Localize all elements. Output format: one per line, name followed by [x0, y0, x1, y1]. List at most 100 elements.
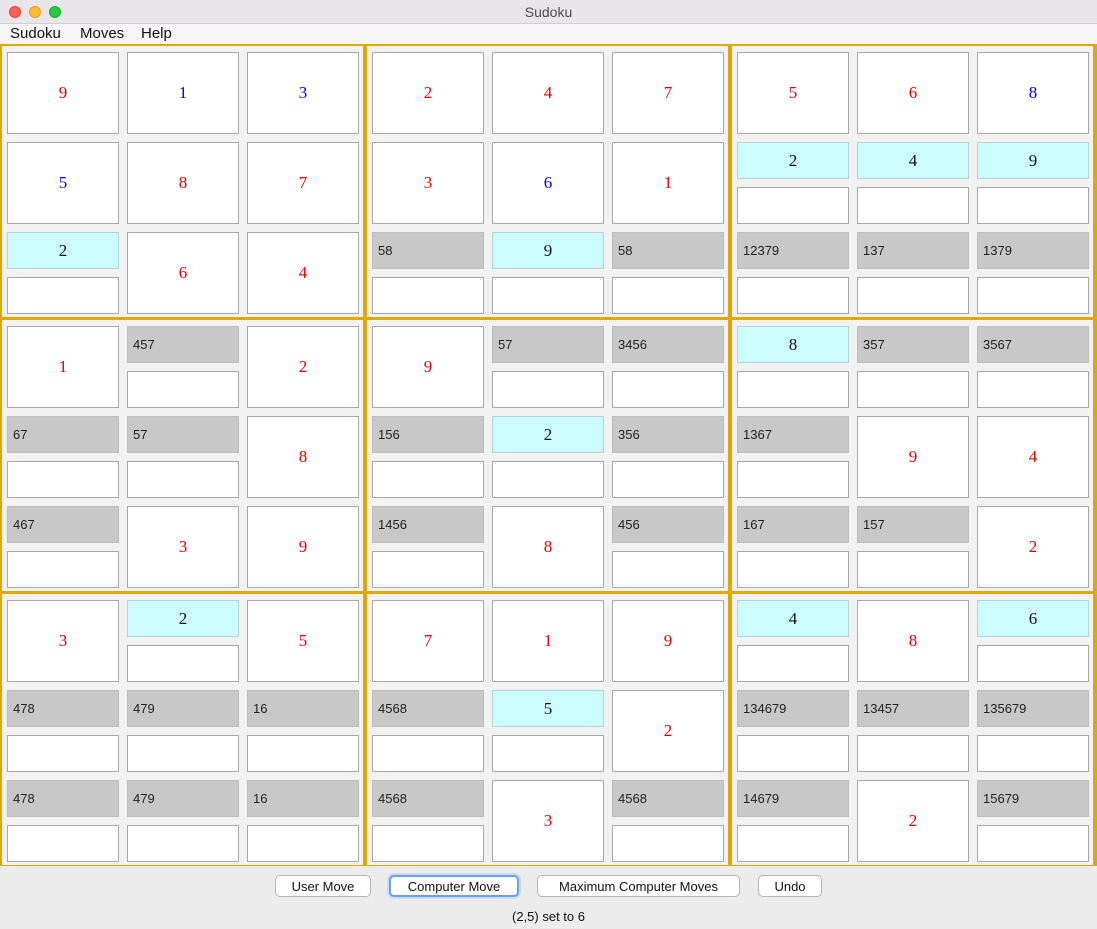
cell-input[interactable] — [247, 825, 359, 862]
given-value[interactable]: 3 — [247, 52, 359, 134]
cell-input[interactable] — [737, 277, 849, 314]
cell-input[interactable] — [492, 461, 604, 498]
cell-input[interactable] — [127, 735, 239, 772]
cell-input[interactable] — [7, 277, 119, 314]
given-value[interactable]: 2 — [247, 326, 359, 408]
cell-input[interactable] — [247, 735, 359, 772]
given-value[interactable]: 3 — [492, 780, 604, 862]
cell-input[interactable] — [372, 735, 484, 772]
cell-input[interactable] — [7, 461, 119, 498]
given-value[interactable]: 1 — [7, 326, 119, 408]
undo-button[interactable]: Undo — [758, 875, 822, 897]
cell-input[interactable] — [737, 551, 849, 588]
given-value[interactable]: 5 — [737, 52, 849, 134]
cell-input[interactable] — [372, 461, 484, 498]
cell-input[interactable] — [977, 187, 1089, 224]
maximize-window-button[interactable] — [49, 6, 61, 18]
cell-input[interactable] — [127, 371, 239, 408]
given-value[interactable]: 7 — [612, 52, 724, 134]
cell-input[interactable] — [127, 825, 239, 862]
given-value[interactable]: 1 — [612, 142, 724, 224]
given-value[interactable]: 6 — [127, 232, 239, 314]
given-value[interactable]: 2 — [977, 506, 1089, 588]
cell-input[interactable] — [127, 645, 239, 682]
cell-input[interactable] — [372, 551, 484, 588]
cell-input[interactable] — [737, 461, 849, 498]
given-value[interactable]: 7 — [247, 142, 359, 224]
given-value[interactable]: 4 — [492, 52, 604, 134]
given-value[interactable]: 8 — [977, 52, 1089, 134]
cell-input[interactable] — [127, 461, 239, 498]
given-value[interactable]: 9 — [7, 52, 119, 134]
menu-sudoku[interactable]: Sudoku — [10, 25, 61, 42]
cell-input[interactable] — [372, 277, 484, 314]
cell-input[interactable] — [737, 187, 849, 224]
given-value[interactable]: 2 — [857, 780, 969, 862]
given-value[interactable]: 6 — [857, 52, 969, 134]
cell-input[interactable] — [977, 825, 1089, 862]
given-value[interactable]: 1 — [127, 52, 239, 134]
cell-input[interactable] — [7, 735, 119, 772]
menu-moves[interactable]: Moves — [80, 25, 125, 42]
cell-input[interactable] — [857, 187, 969, 224]
candidate-list: 3456 — [612, 326, 724, 363]
cell-input[interactable] — [857, 277, 969, 314]
given-value[interactable]: 2 — [372, 52, 484, 134]
given-value[interactable]: 8 — [127, 142, 239, 224]
given-value[interactable]: 5 — [247, 600, 359, 682]
cell-input[interactable] — [372, 825, 484, 862]
cell-input[interactable] — [857, 371, 969, 408]
computer-move-button[interactable]: Computer Move — [389, 875, 519, 897]
given-value[interactable]: 4 — [977, 416, 1089, 498]
cell-input[interactable] — [857, 735, 969, 772]
given-value[interactable]: 5 — [7, 142, 119, 224]
cell-input[interactable] — [737, 735, 849, 772]
cell-2-6: 1 — [612, 142, 724, 224]
given-value[interactable]: 9 — [372, 326, 484, 408]
minimize-window-button[interactable] — [29, 6, 41, 18]
cell-input[interactable] — [492, 371, 604, 408]
cell-input[interactable] — [612, 461, 724, 498]
cell-input[interactable] — [977, 645, 1089, 682]
cell-input[interactable] — [737, 371, 849, 408]
cell-input[interactable] — [977, 735, 1089, 772]
given-value[interactable]: 9 — [612, 600, 724, 682]
given-value[interactable]: 2 — [612, 690, 724, 772]
menu-help[interactable]: Help — [141, 25, 172, 42]
user-move-button[interactable]: User Move — [275, 875, 371, 897]
given-value[interactable]: 3 — [127, 506, 239, 588]
cell-6-4: 1456 — [372, 506, 484, 588]
given-value[interactable]: 8 — [247, 416, 359, 498]
given-value[interactable]: 9 — [247, 506, 359, 588]
cell-input[interactable] — [492, 735, 604, 772]
given-value[interactable]: 4 — [247, 232, 359, 314]
given-value[interactable]: 1 — [492, 600, 604, 682]
cell-input[interactable] — [492, 277, 604, 314]
cell-input[interactable] — [7, 551, 119, 588]
given-value[interactable]: 8 — [492, 506, 604, 588]
cell-input[interactable] — [612, 825, 724, 862]
given-value[interactable]: 3 — [372, 142, 484, 224]
solved-value: 4 — [857, 142, 969, 179]
cell-input[interactable] — [977, 277, 1089, 314]
given-value[interactable]: 9 — [857, 416, 969, 498]
cell-input[interactable] — [612, 371, 724, 408]
candidate-list: 16 — [247, 780, 359, 817]
cell-input[interactable] — [7, 825, 119, 862]
candidate-list: 467 — [7, 506, 119, 543]
cell-input[interactable] — [977, 371, 1089, 408]
sudoku-board: 9 1 3 5 8 7 2 6 4 2 4 7 3 6 1 58 9 58 5 6 8 2 4 9 12379 137 1379 1 4… — [0, 44, 1097, 866]
cell-input[interactable] — [612, 277, 724, 314]
given-value[interactable]: 8 — [857, 600, 969, 682]
cell-input[interactable] — [612, 551, 724, 588]
cell-input[interactable] — [857, 551, 969, 588]
given-value[interactable]: 6 — [492, 142, 604, 224]
given-value[interactable]: 7 — [372, 600, 484, 682]
maximum-computer-moves-button[interactable]: Maximum Computer Moves — [537, 875, 740, 897]
given-value[interactable]: 3 — [7, 600, 119, 682]
cell-input[interactable] — [737, 825, 849, 862]
close-window-button[interactable] — [9, 6, 21, 18]
cell-input[interactable] — [737, 645, 849, 682]
candidate-list: 456 — [612, 506, 724, 543]
